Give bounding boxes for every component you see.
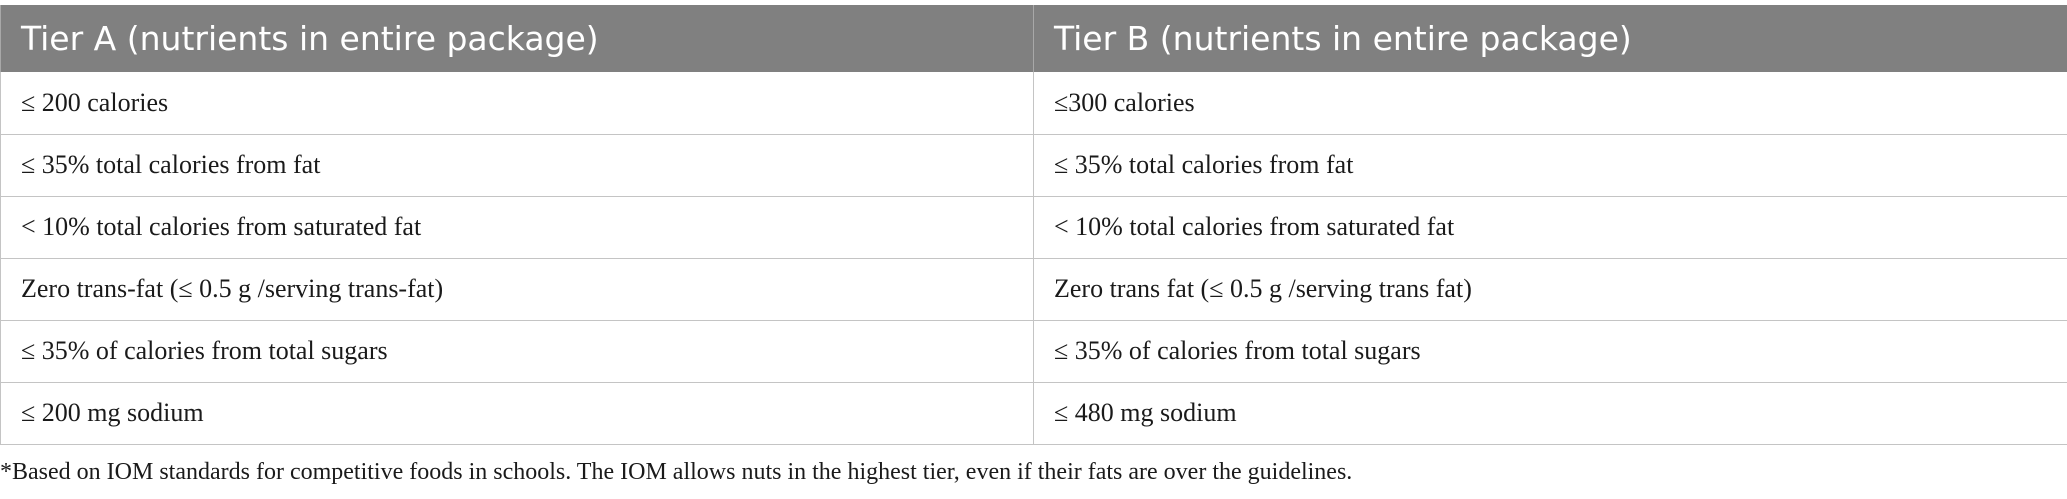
tier-b-cell: Zero trans fat (≤ 0.5 g /serving trans f…: [1033, 257, 2067, 321]
tier-a-cell: ≤ 35% total calories from fat: [0, 133, 1034, 197]
tier-b-cell: ≤ 480 mg sodium: [1033, 381, 2067, 445]
header-tier-a: Tier A (nutrients in entire package): [0, 5, 1034, 72]
tier-a-cell: ≤ 35% of calories from total sugars: [0, 319, 1034, 383]
table-row: Zero trans-fat (≤ 0.5 g /serving trans-f…: [0, 257, 2067, 321]
table-header: Tier A (nutrients in entire package) Tie…: [0, 5, 2067, 72]
tier-a-cell: ≤ 200 calories: [0, 72, 1034, 135]
tier-a-cell: Zero trans-fat (≤ 0.5 g /serving trans-f…: [0, 257, 1034, 321]
tier-a-cell: ≤ 200 mg sodium: [0, 381, 1034, 445]
table-footnote: *Based on IOM standards for competitive …: [0, 459, 1353, 485]
header-row: Tier A (nutrients in entire package) Tie…: [0, 5, 2067, 72]
tier-b-cell: ≤300 calories: [1033, 72, 2067, 135]
nutrient-standards-table-wrapper: Tier A (nutrients in entire package) Tie…: [0, 5, 2067, 445]
tier-a-cell: < 10% total calories from saturated fat: [0, 195, 1034, 259]
table-row: ≤ 200 calories ≤300 calories: [0, 72, 2067, 135]
header-tier-b: Tier B (nutrients in entire package): [1033, 5, 2067, 72]
table-row: ≤ 35% of calories from total sugars ≤ 35…: [0, 319, 2067, 383]
table-row: ≤ 200 mg sodium ≤ 480 mg sodium: [0, 381, 2067, 445]
tier-b-cell: ≤ 35% total calories from fat: [1033, 133, 2067, 197]
table-body: ≤ 200 calories ≤300 calories ≤ 35% total…: [0, 72, 2067, 445]
table-row: < 10% total calories from saturated fat …: [0, 195, 2067, 259]
nutrient-standards-table: Tier A (nutrients in entire package) Tie…: [0, 5, 2067, 445]
tier-b-cell: < 10% total calories from saturated fat: [1033, 195, 2067, 259]
tier-b-cell: ≤ 35% of calories from total sugars: [1033, 319, 2067, 383]
table-row: ≤ 35% total calories from fat ≤ 35% tota…: [0, 133, 2067, 197]
